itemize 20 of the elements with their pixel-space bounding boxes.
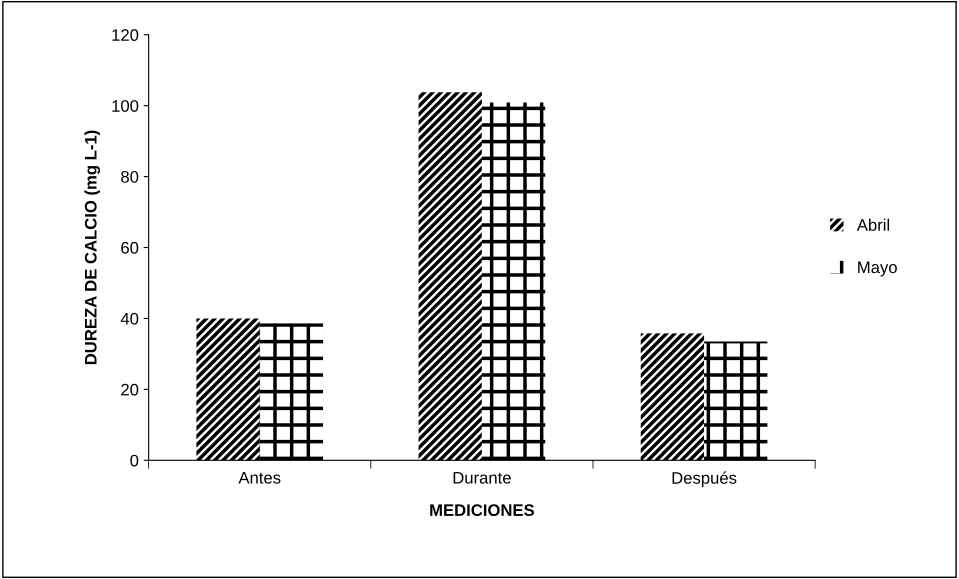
y-tick-label: 60 — [121, 242, 138, 254]
x-tick-label: Durante — [454, 472, 511, 484]
bar — [196, 318, 260, 460]
y-tick-label: 20 — [121, 384, 138, 396]
y-axis-title: DUREZA DE CALCIO (mg L-1) — [84, 130, 100, 364]
bar — [418, 92, 482, 460]
legend-label: Abril — [856, 218, 890, 231]
bar — [482, 102, 546, 460]
x-tick-label: Antes — [238, 472, 280, 484]
bar — [640, 333, 704, 460]
x-tick-label: Después — [672, 471, 736, 488]
y-tick-label: 100 — [112, 100, 138, 112]
bar — [260, 323, 324, 460]
x-axis-title: MEDICIONES — [430, 504, 534, 516]
y-tick-label: 120 — [112, 29, 138, 41]
y-tick-label: 0 — [130, 454, 138, 467]
legend-label: Mayo — [858, 262, 897, 276]
y-tick-label: 80 — [121, 170, 138, 183]
bar — [704, 342, 768, 460]
y-tick-label: 40 — [120, 312, 138, 325]
